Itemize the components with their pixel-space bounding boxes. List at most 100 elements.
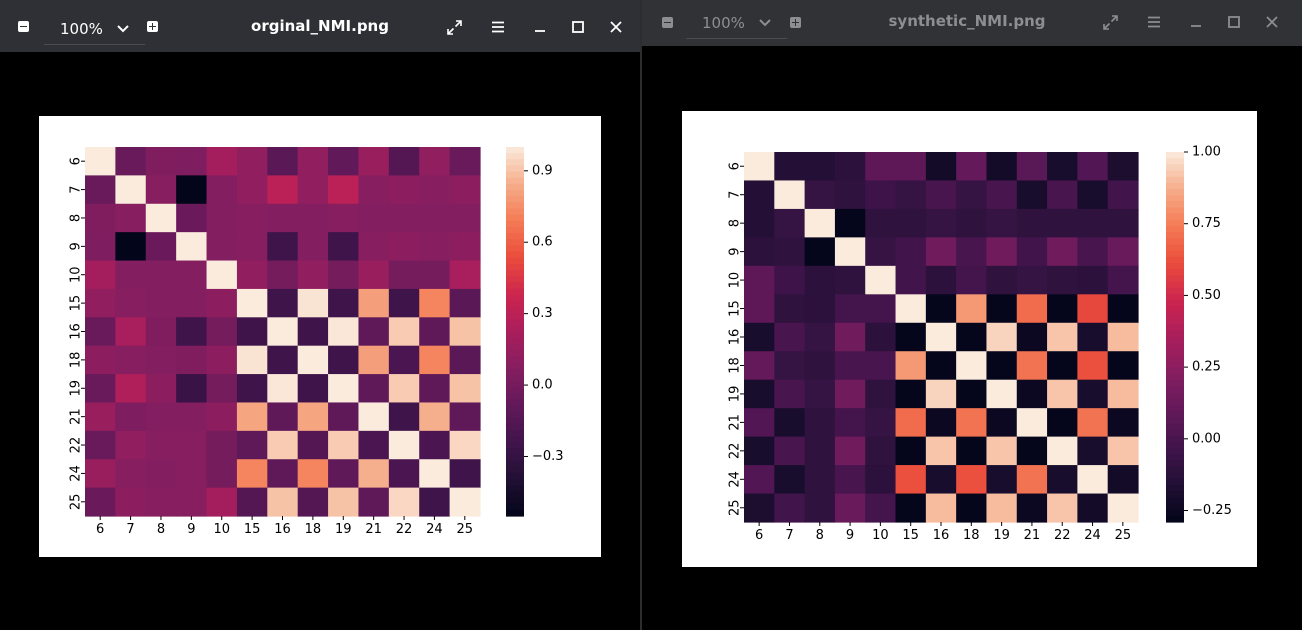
heatmap-cell bbox=[419, 232, 451, 262]
y-tick-label: 21 bbox=[69, 408, 84, 425]
zoom-out-button[interactable] bbox=[16, 19, 30, 33]
colorbar-segment bbox=[506, 190, 524, 197]
heatmap-cell bbox=[419, 147, 451, 176]
x-tick-label: 25 bbox=[457, 522, 474, 537]
heatmap-cell bbox=[145, 175, 177, 205]
colorbar-segment bbox=[506, 214, 524, 222]
colorbar-segment bbox=[506, 245, 524, 253]
x-tick-label: 21 bbox=[1024, 528, 1041, 543]
colorbar-segment bbox=[506, 386, 524, 394]
heatmap-cell bbox=[986, 322, 1018, 352]
colorbar-segment bbox=[1166, 392, 1184, 400]
zoom-out-button[interactable] bbox=[660, 15, 674, 29]
close-button[interactable] bbox=[608, 19, 624, 35]
heatmap-cell bbox=[267, 459, 299, 489]
heatmap-cell bbox=[865, 152, 897, 182]
maximize-button[interactable] bbox=[570, 19, 586, 35]
colorbar-segment bbox=[1166, 330, 1184, 338]
heatmap-cell bbox=[774, 408, 806, 438]
heatmap-cell bbox=[834, 436, 866, 466]
colorbar-segment bbox=[506, 454, 524, 462]
menu-button[interactable] bbox=[1146, 14, 1162, 30]
x-tick-label: 19 bbox=[993, 528, 1010, 543]
fullscreen-button[interactable] bbox=[1102, 14, 1118, 30]
heatmap-cell bbox=[774, 379, 806, 409]
minimize-button[interactable] bbox=[532, 19, 548, 35]
y-tick-label: 25 bbox=[728, 499, 743, 516]
colorbar-segment bbox=[506, 411, 524, 419]
y-tick-label: 24 bbox=[69, 465, 84, 482]
colorbar-segment bbox=[506, 362, 524, 369]
heatmap-cell bbox=[419, 203, 451, 233]
y-tick-label: 21 bbox=[728, 414, 743, 431]
zoom-selector[interactable]: 100% bbox=[686, 8, 787, 39]
colorbar-segment bbox=[1166, 509, 1184, 517]
heatmap-cell bbox=[85, 317, 116, 347]
heatmap-cell bbox=[176, 147, 208, 176]
colorbar-segment bbox=[506, 294, 524, 302]
colorbar-segment bbox=[506, 331, 524, 339]
colorbar-segment bbox=[1166, 182, 1184, 190]
heatmap-cell bbox=[744, 237, 775, 267]
heatmap-cell bbox=[895, 322, 927, 352]
zoom-in-button[interactable] bbox=[145, 19, 159, 33]
zoom-selector[interactable]: 100% bbox=[44, 14, 145, 45]
close-button[interactable] bbox=[1264, 14, 1280, 30]
heatmap-cell bbox=[358, 487, 390, 517]
colorbar-segment bbox=[1166, 398, 1184, 406]
heatmap-cell bbox=[956, 322, 988, 352]
heatmap-cell bbox=[1077, 408, 1109, 438]
heatmap-cell bbox=[1077, 493, 1109, 523]
heatmap-cell bbox=[1107, 152, 1139, 182]
zoom-out-icon bbox=[17, 20, 29, 32]
colorbar-segment bbox=[1166, 312, 1184, 320]
heatmap-cell bbox=[834, 322, 866, 352]
heatmap-cell bbox=[419, 430, 451, 460]
y-tick-label: 22 bbox=[69, 437, 84, 454]
heatmap-cell bbox=[267, 402, 299, 432]
colorbar-segment bbox=[506, 220, 524, 228]
heatmap-cell bbox=[1016, 152, 1048, 182]
fullscreen-button[interactable] bbox=[446, 19, 462, 35]
minimize-button[interactable] bbox=[1188, 14, 1204, 30]
window-title: synthetic_NMI.png bbox=[888, 12, 1046, 30]
heatmap-cell bbox=[297, 147, 329, 176]
heatmap-cell bbox=[85, 374, 116, 404]
heatmap-cell bbox=[297, 374, 329, 404]
heatmap-cell bbox=[449, 288, 481, 318]
x-tick-label: 9 bbox=[187, 522, 195, 537]
heatmap-cell bbox=[297, 203, 329, 233]
heatmap-cell bbox=[206, 288, 238, 318]
heatmap-cell bbox=[358, 402, 390, 432]
colorbar-segment bbox=[1166, 429, 1184, 437]
heatmap-cell bbox=[419, 175, 451, 205]
heatmap-cell bbox=[449, 232, 481, 262]
heatmap-cell bbox=[85, 459, 116, 489]
maximize-button[interactable] bbox=[1226, 14, 1242, 30]
heatmap-cell bbox=[986, 408, 1018, 438]
colorbar-segment bbox=[1166, 448, 1184, 455]
menu-button[interactable] bbox=[490, 19, 506, 35]
heatmap-cell bbox=[895, 351, 927, 381]
heatmap-cell bbox=[1107, 294, 1139, 324]
colorbar-segment bbox=[506, 239, 524, 246]
heatmap-cell bbox=[986, 237, 1018, 267]
heatmap-cell bbox=[986, 294, 1018, 324]
colorbar-segment bbox=[1166, 324, 1184, 332]
heatmap-cell bbox=[328, 345, 360, 375]
colorbar-tick-label: 0.9 bbox=[532, 163, 553, 178]
heatmap-cell bbox=[986, 493, 1018, 523]
heatmap-cell bbox=[956, 208, 988, 238]
colorbar-segment bbox=[506, 479, 524, 486]
heatmap-cell bbox=[895, 152, 927, 182]
heatmap-cell bbox=[956, 379, 988, 409]
heatmap-cell bbox=[956, 152, 988, 182]
colorbar-segment bbox=[1166, 380, 1184, 387]
heatmap-cell bbox=[1077, 265, 1109, 295]
heatmap-cell bbox=[956, 265, 988, 295]
heatmap-cell bbox=[986, 208, 1018, 238]
heatmap-cell bbox=[744, 408, 775, 438]
zoom-in-button[interactable] bbox=[788, 15, 802, 29]
y-tick-label: 6 bbox=[728, 162, 743, 170]
colorbar-segment bbox=[506, 147, 524, 154]
